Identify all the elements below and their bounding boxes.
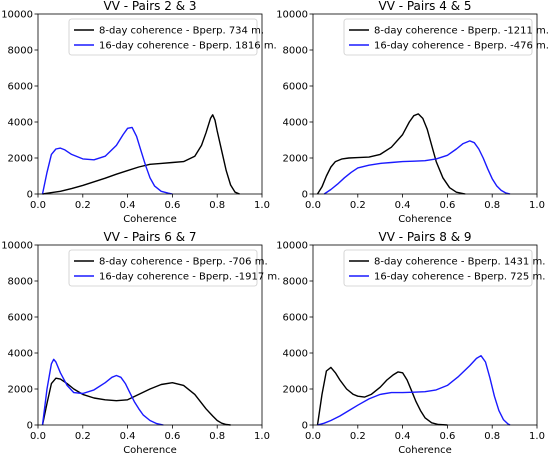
y-tick-label: 2000 <box>8 154 33 165</box>
x-axis-label: Coherence <box>398 445 452 456</box>
legend: 8-day coherence - Bperp. 1431 m. 16-day c… <box>343 249 545 287</box>
series-line-8-day <box>41 377 231 426</box>
legend-entry: 16-day coherence - Bperp. 1816 m. <box>99 41 277 52</box>
x-tick-label: 0.8 <box>484 200 500 211</box>
y-tick-label: 2000 <box>283 154 308 165</box>
x-tick-label: 0.2 <box>75 431 91 442</box>
legend: 8-day coherence - Bperp. -1211 m. 16-day … <box>343 18 549 56</box>
x-tick-label: 1.0 <box>254 431 270 442</box>
y-tick-label: 6000 <box>283 313 308 324</box>
x-tick-label: 0.6 <box>439 431 455 442</box>
y-tick-label: 4000 <box>283 349 308 360</box>
plot-frame <box>37 244 263 426</box>
series-line-16-day <box>41 358 164 426</box>
y-tick-label: 6000 <box>8 82 33 93</box>
series-line-8-day <box>42 114 240 195</box>
y-tick-label: 2000 <box>8 385 33 396</box>
y-tick-label: 10000 <box>1 10 33 21</box>
chart-panel-1: VV - Pairs 2 & 3 0.0 0.2 0.4 0.6 0.8 1.0 0 2000 4… <box>1 0 277 225</box>
x-tick-label: 0.2 <box>350 200 366 211</box>
y-tick-label: 8000 <box>283 46 308 57</box>
y-tick-label: 2000 <box>283 385 308 396</box>
chart-title: VV - Pairs 6 & 7 <box>103 230 196 244</box>
series-line-8-day <box>316 366 448 426</box>
x-tick-label: 1.0 <box>529 431 545 442</box>
x-tick-label: 0.8 <box>484 431 500 442</box>
legend-box <box>343 18 533 56</box>
y-tick-label: 10000 <box>1 241 33 252</box>
chart-panel-3: VV - Pairs 6 & 7 0.0 0.2 0.4 0.6 0.8 1.0 0 2000 4… <box>1 230 280 456</box>
y-tick-label: 0 <box>302 421 308 432</box>
y-tick-label: 10000 <box>276 241 308 252</box>
y-tick-label: 8000 <box>8 46 33 57</box>
y-tick-label: 8000 <box>283 277 308 288</box>
legend-entry: 8-day coherence - Bperp. 1431 m. <box>374 257 545 268</box>
x-tick-label: 0.0 <box>305 200 321 211</box>
y-tick-label: 0 <box>27 190 33 201</box>
legend-box <box>68 18 258 56</box>
legend-entry: 16-day coherence - Bperp. 725 m. <box>374 272 545 283</box>
chart-title: VV - Pairs 4 & 5 <box>378 0 471 13</box>
series-line-8-day <box>316 113 466 195</box>
x-axis-label: Coherence <box>398 214 452 225</box>
x-tick-label: 0.6 <box>164 200 180 211</box>
x-tick-label: 0.0 <box>30 200 46 211</box>
x-tick-label: 0.8 <box>209 431 225 442</box>
legend: 8-day coherence - Bperp. 734 m. 16-day co… <box>68 18 277 56</box>
chart-panel-2: VV - Pairs 4 & 5 0.0 0.2 0.4 0.6 0.8 1.0 0 2000 4… <box>276 0 549 225</box>
legend-box <box>343 249 533 287</box>
plot-frame <box>37 13 263 195</box>
y-tick-label: 8000 <box>8 277 33 288</box>
y-tick-label: 4000 <box>283 118 308 129</box>
x-axis-label: Coherence <box>123 445 177 456</box>
legend: 8-day coherence - Bperp. -706 m. 16-day c… <box>68 249 280 287</box>
x-tick-label: 0.8 <box>209 200 225 211</box>
chart-panel-4: VV - Pairs 8 & 9 0.0 0.2 0.4 0.6 0.8 1.0 0 2000 4… <box>276 230 545 456</box>
legend-entry: 8-day coherence - Bperp. 734 m. <box>99 26 264 37</box>
plot-frame <box>312 13 538 195</box>
legend-entry: 8-day coherence - Bperp. -1211 m. <box>374 26 549 37</box>
y-tick-label: 4000 <box>8 349 33 360</box>
legend-entry: 16-day coherence - Bperp. -476 m. <box>374 41 549 52</box>
series-line-16-day <box>41 126 173 195</box>
y-tick-label: 0 <box>27 421 33 432</box>
chart-title: VV - Pairs 8 & 9 <box>378 230 471 244</box>
legend-box <box>68 249 258 287</box>
x-tick-label: 0.0 <box>305 431 321 442</box>
x-tick-label: 0.4 <box>120 431 136 442</box>
x-tick-label: 0.6 <box>439 200 455 211</box>
plot-frame <box>312 244 538 426</box>
x-tick-label: 0.4 <box>395 200 411 211</box>
legend-entry: 16-day coherence - Bperp. -1917 m. <box>99 272 280 283</box>
x-tick-label: 0.4 <box>395 431 411 442</box>
y-tick-label: 0 <box>302 190 308 201</box>
chart-title: VV - Pairs 2 & 3 <box>103 0 196 13</box>
x-tick-label: 0.6 <box>164 431 180 442</box>
series-line-16-day <box>317 355 511 426</box>
x-tick-label: 1.0 <box>529 200 545 211</box>
x-tick-label: 1.0 <box>254 200 270 211</box>
y-tick-label: 6000 <box>8 313 33 324</box>
y-tick-label: 10000 <box>276 10 308 21</box>
y-tick-label: 4000 <box>8 118 33 129</box>
x-tick-label: 0.4 <box>120 200 136 211</box>
legend-entry: 8-day coherence - Bperp. -706 m. <box>99 257 268 268</box>
series-line-16-day <box>323 140 511 195</box>
x-tick-label: 0.2 <box>350 431 366 442</box>
x-tick-label: 0.0 <box>30 431 46 442</box>
y-tick-label: 6000 <box>283 82 308 93</box>
x-tick-label: 0.2 <box>75 200 91 211</box>
x-axis-label: Coherence <box>123 214 177 225</box>
